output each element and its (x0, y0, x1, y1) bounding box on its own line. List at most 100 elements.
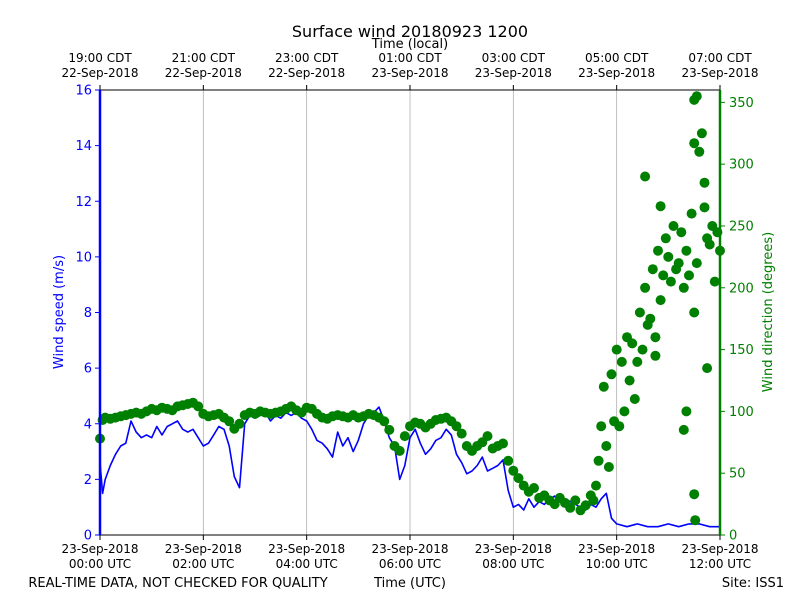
wind-direction-point (193, 401, 204, 412)
wind-direction-point (606, 369, 617, 380)
wind-direction-point (668, 221, 679, 231)
site-label: Site: ISS1 (722, 576, 784, 591)
wind-direction-point (690, 515, 701, 526)
wind-direction-point (676, 227, 687, 238)
wind-direction-point (601, 441, 612, 451)
wind-direction-point (678, 282, 689, 293)
bottom-tick-date: 23-Sep-2018 (681, 542, 758, 556)
bottom-tick-time: 06:00 UTC (379, 557, 441, 571)
bottom-tick-time: 12:00 UTC (689, 557, 751, 571)
wind-direction-point (513, 473, 524, 484)
top-tick-date: 23-Sep-2018 (475, 66, 552, 80)
wind-direction-point (699, 202, 710, 213)
quality-disclaimer: REAL-TIME DATA, NOT CHECKED FOR QUALITY (28, 576, 327, 591)
wind-direction-point (637, 344, 648, 355)
wind-direction-point (665, 276, 676, 287)
top-tick-time: 23:00 CDT (275, 51, 339, 65)
right-axis-label: Wind direction (degrees) (761, 232, 776, 392)
wind-direction-point (645, 313, 656, 324)
wind-direction-point (632, 356, 643, 367)
wind-direction-point (681, 245, 692, 256)
bottom-tick-time: 10:00 UTC (586, 557, 648, 571)
wind-direction-point (704, 239, 715, 250)
top-tick-date: 23-Sep-2018 (681, 66, 758, 80)
left-tick-label: 6 (84, 362, 92, 377)
wind-direction-point (681, 406, 692, 417)
chart-title: Surface wind 20180923 1200 (292, 22, 528, 41)
top-tick-date: 22-Sep-2018 (165, 66, 242, 80)
wind-direction-point (640, 171, 651, 182)
left-tick-label: 12 (75, 195, 92, 210)
right-tick-label: 350 (729, 96, 754, 111)
wind-direction-point (709, 276, 720, 287)
wind-direction-point (627, 338, 638, 349)
wind-direction-point (663, 251, 674, 262)
wind-direction-point (603, 462, 614, 472)
right-tick-label: 250 (729, 219, 754, 234)
top-tick-time: 05:00 CDT (585, 51, 649, 65)
wind-direction-point (696, 128, 707, 139)
wind-direction-point (655, 295, 666, 306)
wind-direction-point (694, 146, 705, 157)
wind-direction-point (629, 394, 640, 404)
right-tick-label: 150 (729, 343, 754, 358)
wind-direction-point (702, 363, 713, 374)
left-axis-label: Wind speed (m/s) (52, 255, 67, 369)
wind-direction-point (689, 489, 700, 500)
wind-direction-point (699, 177, 710, 188)
bottom-tick-date: 23-Sep-2018 (475, 542, 552, 556)
wind-direction-point (689, 138, 700, 149)
wind-direction-point (591, 480, 601, 491)
wind-direction-point (678, 424, 689, 435)
wind-direction-point (655, 201, 666, 212)
wind-direction-point (640, 282, 651, 293)
left-tick-label: 2 (84, 473, 92, 488)
wind-direction-point (379, 416, 390, 427)
top-tick-date: 22-Sep-2018 (268, 66, 345, 80)
left-tick-label: 0 (84, 529, 92, 544)
wind-direction-point (570, 495, 581, 506)
wind-direction-point (482, 431, 493, 442)
wind-direction-point (691, 258, 702, 269)
right-tick-label: 200 (729, 281, 754, 296)
bottom-tick-date: 23-Sep-2018 (371, 542, 448, 556)
wind-direction-point (234, 418, 245, 429)
bottom-tick-time: 04:00 UTC (276, 557, 338, 571)
wind-direction-point (588, 495, 599, 506)
wind-direction-point (611, 344, 622, 355)
wind-direction-point (399, 431, 410, 442)
wind-direction-point (394, 445, 405, 456)
axes: 0 2 4 6 8 10 12 14 16 0 50 100 150 200 250 300 350 23-Sep… (61, 51, 758, 571)
wind-direction-point (673, 258, 684, 269)
wind-direction-point (508, 465, 519, 476)
top-axis-label: Time (local) (371, 37, 448, 52)
wind-direction-point (689, 307, 700, 318)
wind-direction-point (451, 421, 462, 432)
wind-direction-point (684, 270, 694, 281)
top-tick-time: 03:00 CDT (482, 51, 546, 65)
left-tick-label: 10 (75, 250, 92, 265)
bottom-tick-time: 00:00 UTC (69, 557, 131, 571)
right-tick-label: 50 (729, 467, 746, 482)
bottom-tick-time: 08:00 UTC (482, 557, 544, 571)
wind-direction-point (647, 264, 658, 275)
wind-direction-point (619, 406, 630, 417)
top-tick-date: 22-Sep-2018 (61, 66, 138, 80)
bottom-tick-date: 23-Sep-2018 (165, 542, 242, 556)
wind-direction-point (658, 270, 669, 281)
wind-direction-point (653, 245, 663, 256)
wind-direction-point (650, 350, 661, 361)
bottom-tick-date: 23-Sep-2018 (268, 542, 345, 556)
left-tick-label: 8 (84, 306, 92, 321)
bottom-tick-time: 02:00 UTC (172, 557, 234, 571)
wind-direction-point (686, 208, 697, 219)
wind-direction-point (503, 455, 514, 466)
left-tick-label: 4 (84, 417, 92, 432)
wind-direction-point (598, 381, 609, 392)
bottom-tick-date: 23-Sep-2018 (578, 542, 655, 556)
wind-direction-point (596, 421, 607, 432)
wind-direction-point (529, 483, 539, 493)
wind-direction-point (614, 421, 625, 432)
bottom-axis-label: Time (UTC) (373, 576, 446, 591)
